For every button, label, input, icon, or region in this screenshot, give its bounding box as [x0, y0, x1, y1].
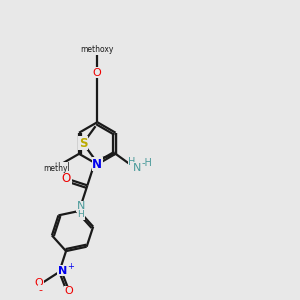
- Text: O: O: [92, 68, 101, 78]
- Text: methyl: methyl: [43, 163, 70, 172]
- Text: -: -: [38, 286, 42, 296]
- Text: -H: -H: [141, 158, 152, 168]
- Text: O: O: [34, 278, 43, 288]
- Text: N: N: [76, 201, 85, 211]
- Text: methoxy: methoxy: [81, 45, 114, 54]
- Text: N: N: [92, 158, 102, 171]
- Text: H: H: [128, 157, 136, 167]
- Text: N: N: [133, 163, 141, 173]
- Text: O: O: [65, 286, 74, 296]
- Text: N: N: [58, 266, 67, 275]
- Text: S: S: [79, 137, 87, 150]
- Text: +: +: [67, 262, 74, 271]
- Text: O: O: [62, 172, 71, 185]
- Text: H: H: [77, 211, 84, 220]
- Text: methyl: methyl: [43, 164, 67, 170]
- Text: methyl: methyl: [43, 164, 70, 173]
